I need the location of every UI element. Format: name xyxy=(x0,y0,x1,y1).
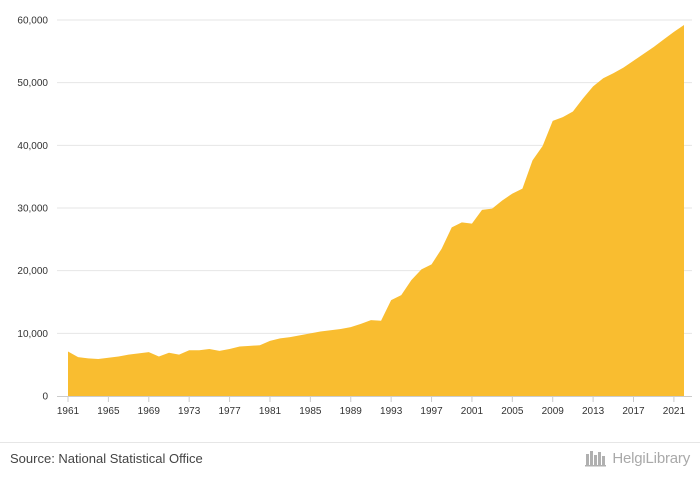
area-fill xyxy=(68,25,684,396)
x-tick-label: 2021 xyxy=(663,406,686,417)
library-books-icon xyxy=(585,451,607,467)
x-tick-label: 2009 xyxy=(542,406,565,417)
x-tick-label: 1993 xyxy=(380,406,403,417)
chart-footer: Source: National Statistical Office Helg… xyxy=(0,442,700,483)
x-tick-label: 1973 xyxy=(178,406,201,417)
x-tick-label: 1977 xyxy=(218,406,241,417)
area-chart: 0 10,000 20,000 30,000 40,000 50,000 60,000 19… xyxy=(17,16,692,417)
y-axis: 0 10,000 20,000 30,000 40,000 50,000 60,000 xyxy=(17,16,48,403)
x-tick-label: 1985 xyxy=(299,406,322,417)
x-tick-label: 2001 xyxy=(461,406,484,417)
x-tick-label: 2005 xyxy=(501,406,524,417)
x-tick-label: 1961 xyxy=(57,406,80,417)
x-tick-label: 1981 xyxy=(259,406,282,417)
x-tick-label: 1997 xyxy=(420,406,443,417)
x-tick-label: 1965 xyxy=(97,406,120,417)
y-tick-label: 20,000 xyxy=(17,266,48,277)
x-tick-label: 1989 xyxy=(340,406,363,417)
source-note: Source: National Statistical Office xyxy=(10,451,203,466)
helgi-library-logo: HelgiLibrary xyxy=(585,449,690,467)
y-tick-label: 60,000 xyxy=(17,16,48,27)
brand-name: HelgiLibrary xyxy=(612,449,690,467)
x-axis: 1961 1965 1969 1973 1977 1981 1985 1989 1993 1997… xyxy=(57,396,692,417)
y-tick-label: 50,000 xyxy=(17,78,48,89)
y-tick-label: 0 xyxy=(42,392,48,403)
area-series xyxy=(68,25,684,396)
x-tick-label: 2017 xyxy=(622,406,645,417)
y-tick-label: 30,000 xyxy=(17,204,48,215)
x-tick-label: 2013 xyxy=(582,406,605,417)
y-tick-label: 10,000 xyxy=(17,329,48,340)
y-tick-label: 40,000 xyxy=(17,141,48,152)
x-tick-label: 1969 xyxy=(138,406,161,417)
